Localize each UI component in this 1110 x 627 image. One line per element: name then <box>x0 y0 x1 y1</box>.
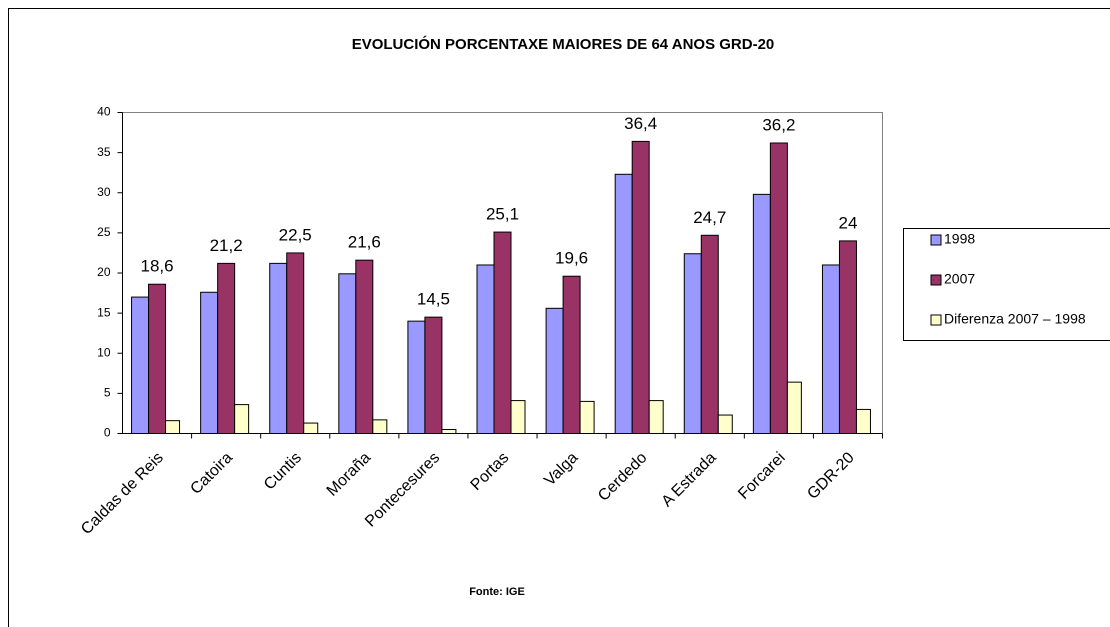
bar <box>786 381 802 435</box>
bar <box>148 283 167 434</box>
bar <box>269 262 288 434</box>
bar <box>683 253 702 434</box>
y-tick-label: 40 <box>97 105 111 119</box>
data-label: 36,4 <box>624 114 657 133</box>
data-label: 14,5 <box>417 290 450 309</box>
y-tick-label: 30 <box>97 185 111 199</box>
data-label: 21,2 <box>210 236 243 255</box>
bar <box>821 264 840 434</box>
bar <box>441 428 457 434</box>
data-label: 22,5 <box>279 225 312 244</box>
bar <box>234 404 250 434</box>
y-tick-label: 0 <box>104 426 111 440</box>
bar <box>579 400 595 434</box>
bar <box>648 400 664 435</box>
data-label: 18,6 <box>140 257 173 276</box>
legend-swatch <box>930 234 942 246</box>
bar <box>752 193 771 434</box>
bar <box>545 307 564 434</box>
bar <box>424 316 443 435</box>
bar <box>476 264 495 434</box>
bar <box>131 296 150 435</box>
data-label: 19,6 <box>555 249 588 268</box>
bar <box>372 419 388 435</box>
bar <box>614 173 633 434</box>
y-tick-label: 25 <box>97 225 111 239</box>
legend-swatch <box>930 274 942 286</box>
bar <box>407 320 426 434</box>
legend: 1998 2007 Diferenza 2007 – 1998 <box>930 231 1086 327</box>
data-label: 24 <box>838 213 857 232</box>
data-label: 24,7 <box>693 208 726 227</box>
bar <box>338 273 357 434</box>
bar <box>855 408 871 434</box>
y-tick-label: 5 <box>104 386 111 400</box>
bar <box>286 252 305 434</box>
bar <box>217 262 236 434</box>
bar <box>838 240 857 434</box>
bar <box>700 234 719 434</box>
data-label: 25,1 <box>486 205 519 224</box>
bar <box>200 291 219 435</box>
bar <box>631 140 650 434</box>
bar <box>493 231 512 434</box>
y-tick-label: 20 <box>97 265 111 279</box>
bar <box>510 400 526 435</box>
legend-swatch <box>930 314 942 326</box>
legend-label: Diferenza 2007 – 1998 <box>944 311 1086 327</box>
data-label: 36,2 <box>762 115 795 134</box>
legend-label: 2007 <box>944 271 975 287</box>
bar <box>562 275 581 434</box>
bar <box>165 420 181 435</box>
bar <box>355 259 374 434</box>
bar <box>769 142 788 434</box>
chart-title: EVOLUCIÓN PORCENTAXE MAIORES DE 64 ANOS … <box>352 35 775 53</box>
y-tick-label: 10 <box>97 345 111 359</box>
legend-label: 1998 <box>944 231 975 247</box>
bar <box>303 422 319 435</box>
y-tick-label: 35 <box>97 145 111 159</box>
y-tick-label: 15 <box>97 305 111 319</box>
data-label: 21,6 <box>348 233 381 252</box>
bar <box>717 414 733 435</box>
source: Fonte: IGE <box>469 586 525 598</box>
